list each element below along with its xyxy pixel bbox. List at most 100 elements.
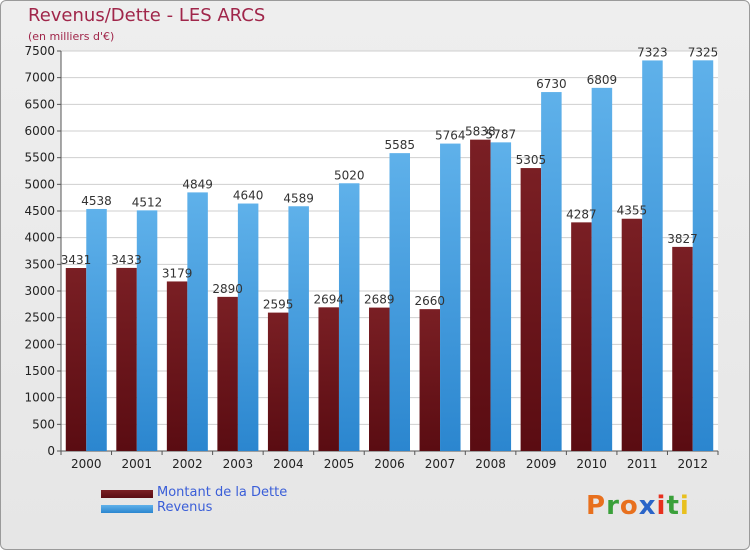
bar-dette-2007 bbox=[419, 309, 441, 451]
data-labels: 3431 4538 3433 4512 3179 4849 2890 4640 2595 4589… bbox=[61, 45, 719, 311]
data-label-revenus-2008: 5787 bbox=[486, 127, 517, 141]
bar-dette-2005 bbox=[318, 307, 339, 451]
data-label-revenus-2002: 4849 bbox=[182, 177, 213, 191]
bar-revenus-2008 bbox=[490, 142, 512, 452]
bar-revenus-2012 bbox=[692, 60, 714, 451]
proxiti-logo: Proxiti bbox=[586, 491, 690, 521]
bar-revenus-2000 bbox=[86, 208, 107, 451]
bar-dette-2006 bbox=[369, 307, 390, 451]
logo-letter: i bbox=[656, 491, 667, 521]
bar-dette-2001 bbox=[116, 267, 137, 451]
data-label-revenus-2005: 5020 bbox=[334, 168, 365, 182]
data-label-revenus-2001: 4512 bbox=[132, 195, 163, 209]
x-tick-label: 2010 bbox=[576, 457, 607, 471]
bar-revenus-2010 bbox=[591, 87, 613, 451]
y-tick-label: 1000 bbox=[24, 391, 55, 405]
bar-dette-2003 bbox=[217, 296, 238, 451]
legend-label-revenus: Revenus bbox=[157, 500, 213, 515]
logo-letter: P bbox=[586, 491, 607, 521]
data-label-revenus-2012: 7325 bbox=[688, 45, 719, 59]
x-tick-label: 2004 bbox=[273, 457, 304, 471]
bar-dette-2002 bbox=[166, 281, 188, 451]
x-tick-label: 2005 bbox=[324, 457, 355, 471]
bar-dette-2012 bbox=[672, 246, 693, 451]
bar-revenus-2011 bbox=[642, 60, 663, 451]
y-tick-label: 500 bbox=[32, 417, 55, 431]
x-tick-label: 2002 bbox=[172, 457, 203, 471]
x-tick-label: 2011 bbox=[627, 457, 658, 471]
y-tick-label: 5000 bbox=[24, 177, 55, 191]
bar-revenus-2009 bbox=[541, 92, 562, 452]
x-tick-label: 2008 bbox=[475, 457, 506, 471]
data-label-dette-2004: 2595 bbox=[263, 298, 294, 312]
data-label-dette-2008: 5838 bbox=[465, 125, 496, 139]
data-label-revenus-2011: 7323 bbox=[637, 45, 668, 59]
logo-letter: x bbox=[638, 491, 657, 521]
y-tick-label: 3500 bbox=[24, 257, 55, 271]
y-tick-label: 6500 bbox=[24, 97, 55, 111]
data-label-dette-2007: 2660 bbox=[415, 294, 446, 308]
y-tick-label: 7500 bbox=[24, 44, 55, 58]
x-tick-label: 2003 bbox=[223, 457, 254, 471]
data-label-dette-2002: 3179 bbox=[162, 266, 193, 280]
bar-dette-2008 bbox=[470, 139, 491, 451]
bar-revenus-2004 bbox=[288, 206, 309, 451]
bars bbox=[65, 60, 714, 452]
y-tick-label: 3000 bbox=[24, 284, 55, 298]
chart-title: Revenus/Dette - LES ARCS bbox=[28, 5, 266, 26]
data-label-revenus-2007: 5764 bbox=[435, 129, 466, 143]
data-label-dette-2011: 4355 bbox=[617, 204, 648, 218]
x-tick-label: 2000 bbox=[71, 457, 102, 471]
y-tick-label: 2500 bbox=[24, 311, 55, 325]
y-tick-label: 2000 bbox=[24, 337, 55, 351]
data-label-revenus-2010: 6809 bbox=[587, 73, 618, 87]
data-label-dette-2005: 2694 bbox=[313, 292, 344, 306]
y-tick-label: 0 bbox=[47, 444, 55, 458]
y-tick-label: 4500 bbox=[24, 204, 55, 218]
y-tick-label: 6000 bbox=[24, 124, 55, 138]
x-tick-label: 2012 bbox=[677, 457, 708, 471]
data-label-revenus-2004: 4589 bbox=[283, 191, 314, 205]
bar-chart: 0 500 1000 1500 2000 2500 3000 3500 4000 4500 5000… bbox=[24, 44, 719, 471]
logo-letter: i bbox=[679, 491, 690, 521]
data-label-dette-2000: 3431 bbox=[61, 253, 92, 267]
bar-dette-2010 bbox=[571, 222, 592, 451]
data-label-dette-2010: 4287 bbox=[566, 207, 597, 221]
bar-revenus-2003 bbox=[237, 203, 259, 451]
bar-dette-2009 bbox=[520, 168, 542, 452]
bar-revenus-2001 bbox=[136, 210, 158, 451]
axes: 0 500 1000 1500 2000 2500 3000 3500 4000 4500 5000… bbox=[24, 44, 719, 471]
logo-letter: o bbox=[619, 491, 639, 521]
data-label-dette-2001: 3433 bbox=[111, 253, 142, 267]
bar-revenus-2006 bbox=[389, 153, 410, 451]
data-label-revenus-2003: 4640 bbox=[233, 189, 264, 203]
bar-dette-2011 bbox=[621, 218, 643, 451]
data-label-dette-2012: 3827 bbox=[667, 232, 698, 246]
data-label-dette-2006: 2689 bbox=[364, 293, 395, 307]
y-tick-label: 1500 bbox=[24, 364, 55, 378]
x-tick-label: 2001 bbox=[122, 457, 153, 471]
x-tick-label: 2006 bbox=[374, 457, 405, 471]
data-label-dette-2009: 5305 bbox=[516, 153, 547, 167]
bar-dette-2000 bbox=[65, 268, 87, 451]
data-label-revenus-2006: 5585 bbox=[384, 138, 415, 152]
bar-dette-2004 bbox=[267, 312, 289, 451]
y-tick-label: 4000 bbox=[24, 231, 55, 245]
legend-label-dette: Montant de la Dette bbox=[157, 485, 288, 500]
logo-letter: t bbox=[666, 491, 680, 521]
bar-revenus-2005 bbox=[338, 183, 360, 451]
bar-revenus-2007 bbox=[440, 143, 461, 451]
legend-swatch-revenus bbox=[101, 505, 153, 513]
data-label-revenus-2009: 6730 bbox=[536, 77, 567, 91]
x-tick-label: 2007 bbox=[425, 457, 456, 471]
bar-revenus-2002 bbox=[187, 192, 208, 452]
y-tick-label: 5500 bbox=[24, 151, 55, 165]
logo-letter: r bbox=[606, 491, 620, 521]
data-label-dette-2003: 2890 bbox=[212, 282, 243, 296]
chart-subtitle: (en milliers d'€) bbox=[28, 30, 115, 43]
legend-swatch-dette bbox=[101, 490, 153, 498]
data-label-revenus-2000: 4538 bbox=[81, 194, 112, 208]
x-tick-label: 2009 bbox=[526, 457, 557, 471]
y-tick-label: 7000 bbox=[24, 71, 55, 85]
